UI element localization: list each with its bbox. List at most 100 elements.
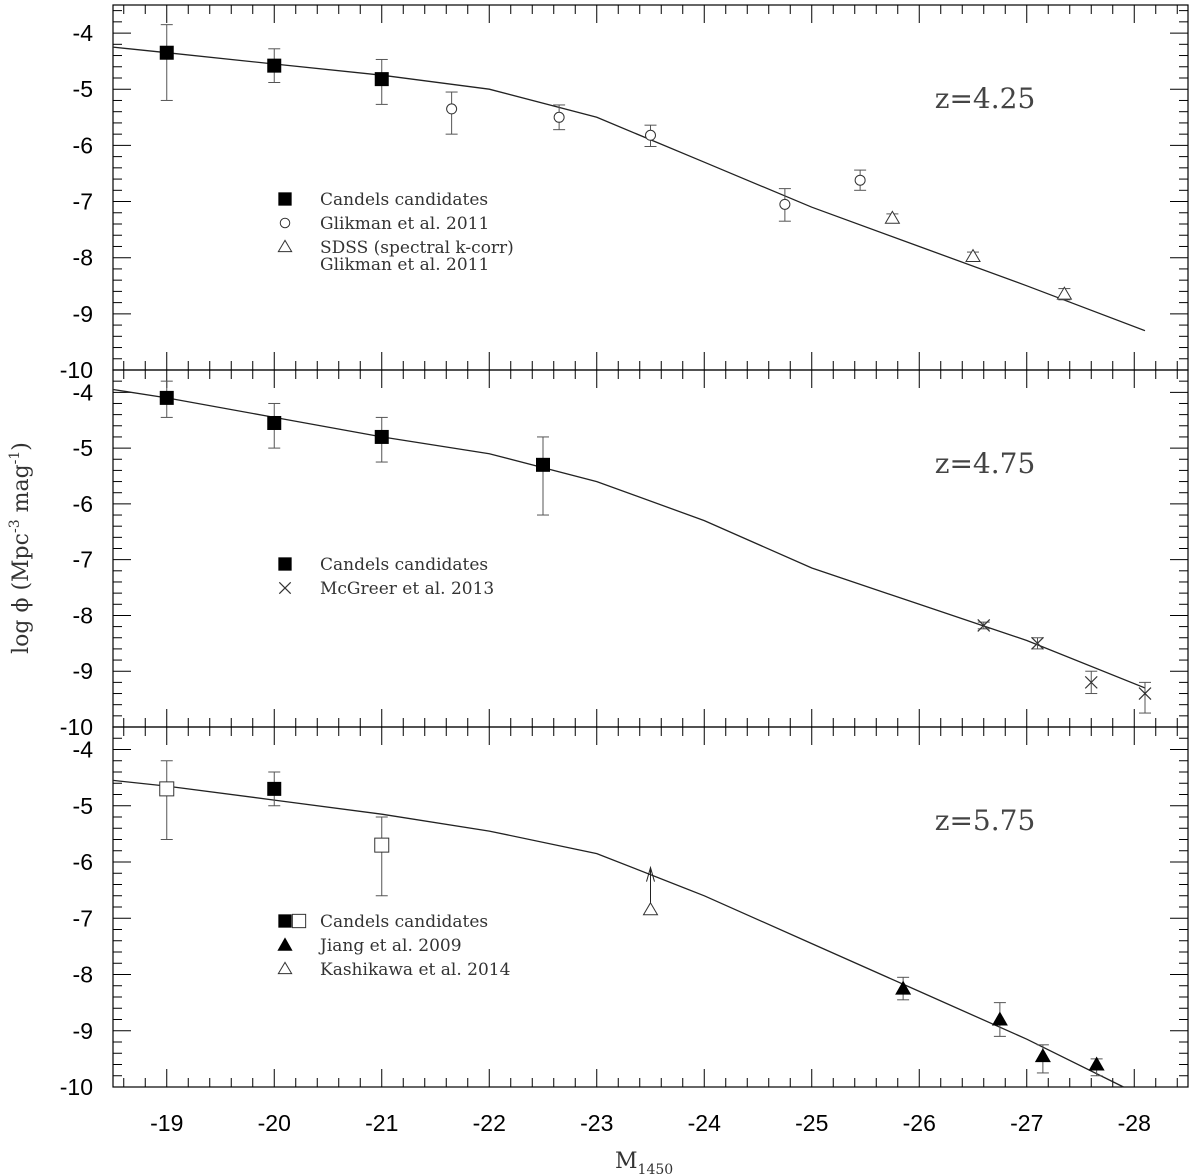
x-tick-label: -21 xyxy=(365,1110,398,1136)
marker-square-filled xyxy=(374,429,389,444)
marker-square-filled xyxy=(267,58,282,73)
legend-entry: Kashikawa et al. 2014 xyxy=(277,960,510,980)
series-4 xyxy=(642,865,659,916)
data-point xyxy=(159,24,174,101)
marker-cross-stroke xyxy=(1084,675,1098,689)
y-tick-label: -8 xyxy=(73,602,93,628)
marker-square-filled xyxy=(536,457,550,472)
series-3 xyxy=(884,210,1073,301)
y-tick-label: -7 xyxy=(73,189,93,215)
y-axis-label-main: log ϕ (Mpc xyxy=(9,533,34,654)
marker-cross-stroke xyxy=(1031,636,1044,650)
y-tick-label: -5 xyxy=(73,76,93,102)
marker-circle-open xyxy=(645,129,656,141)
y-tick-label: -6 xyxy=(73,132,93,158)
data-point xyxy=(374,416,389,463)
legend-entry: SDSS (spectral k-corr)Glikman et al. 201… xyxy=(277,238,514,275)
marker-square-open xyxy=(159,781,175,797)
x-axis-label-subscript: 1450 xyxy=(638,1162,674,1176)
model-curve xyxy=(112,779,1124,1088)
data-point xyxy=(644,124,657,148)
data-point xyxy=(991,1002,1008,1037)
legend-label: Candels candidates xyxy=(320,190,488,210)
data-point xyxy=(895,976,912,1001)
marker-square-open xyxy=(291,913,307,929)
y-axis-label-exp1: -3 xyxy=(7,519,23,533)
model-curve xyxy=(112,388,1146,689)
legend-entry: McGreer et al. 2013 xyxy=(278,579,494,599)
series-2 xyxy=(445,91,867,222)
marker-square-filled xyxy=(278,914,292,928)
legend-label: Jiang et al. 2009 xyxy=(318,936,462,956)
legend: Candels candidates Jiang et al. 2009 Kashi… xyxy=(277,912,510,980)
series-1 xyxy=(159,24,389,105)
marker-circle-open xyxy=(279,217,291,229)
marker-cross xyxy=(1084,675,1098,689)
data-point xyxy=(536,436,550,516)
series-2 xyxy=(159,760,390,897)
marker-circle-open xyxy=(446,103,458,115)
marker-square-filled xyxy=(159,390,174,405)
legend-entry: Glikman et al. 2011 xyxy=(279,214,489,234)
legend-entry: Candels candidates xyxy=(278,555,488,575)
marker-square-filled xyxy=(374,72,389,87)
data-point xyxy=(1031,636,1044,650)
marker-cross xyxy=(1138,687,1152,700)
marker-triangle-filled xyxy=(277,937,293,951)
data-point xyxy=(1034,1044,1051,1074)
x-tick-label: -23 xyxy=(580,1110,613,1136)
data-point xyxy=(1138,681,1152,714)
series-1 xyxy=(267,771,282,807)
lower-limit-arrow-head xyxy=(646,865,655,882)
panels-group: -4 -5 -6 -7 -8 -9 -10 z=4.25 Candels candidates G… xyxy=(60,4,1189,1100)
legend-entry: Jiang et al. 2009 xyxy=(277,936,462,956)
svg-text:log ϕ (Mpc-3 mag-1): log ϕ (Mpc-3 mag-1) xyxy=(7,442,34,654)
data-point xyxy=(977,619,991,632)
legend-label: SDSS (spectral k-corr) xyxy=(320,238,514,258)
y-axis-label-mid: mag xyxy=(9,464,34,519)
data-point xyxy=(1084,670,1098,695)
marker-triangle-open xyxy=(1056,286,1073,300)
y-tick-label: -4 xyxy=(73,737,94,763)
legend-entry: Candels candidates xyxy=(278,190,488,210)
y-tick-label: -9 xyxy=(73,301,93,327)
data-point xyxy=(159,760,175,840)
marker-square-filled xyxy=(278,557,292,571)
legend: Candels candidates Glikman et al. 2011 SDS… xyxy=(277,190,514,275)
series-3 xyxy=(895,976,1105,1077)
x-tick-label: -20 xyxy=(258,1110,291,1136)
legend-label: Candels candidates xyxy=(320,912,488,932)
x-tick-label: -28 xyxy=(1118,1110,1151,1136)
data-point xyxy=(445,91,458,135)
y-tick-label: -7 xyxy=(73,547,93,573)
y-tick-label: -7 xyxy=(73,905,93,931)
series-2 xyxy=(977,619,1152,714)
y-tick-label: -5 xyxy=(73,435,93,461)
series-1 xyxy=(159,380,550,516)
data-point xyxy=(884,210,901,224)
marker-triangle-filled xyxy=(991,1011,1008,1026)
x-tick-labels: -19 -20 -21 -22 -23 -24 -25 -26 -27 -28 xyxy=(150,1110,1151,1136)
legend-label: Candels candidates xyxy=(320,555,488,575)
data-point xyxy=(374,816,390,897)
marker-triangle-filled xyxy=(1034,1048,1051,1063)
x-tick-label: -22 xyxy=(473,1110,506,1136)
marker-circle-open xyxy=(553,111,565,123)
redshift-annotation: z=4.75 xyxy=(935,447,1036,480)
y-tick-label: -4 xyxy=(73,20,94,46)
redshift-annotation: z=5.75 xyxy=(935,804,1036,837)
marker-square-filled xyxy=(267,415,282,430)
data-point xyxy=(642,865,659,916)
legend-entry: Candels candidates xyxy=(278,912,488,932)
panel-3: -4 -5 -6 -7 -8 -9 -10 z=5.75 Candels candidates J… xyxy=(60,726,1189,1100)
x-tick-label: -25 xyxy=(795,1110,828,1136)
y-tick-label: -8 xyxy=(73,962,93,988)
x-tick-label: -24 xyxy=(688,1110,721,1136)
marker-square-filled xyxy=(267,781,282,796)
data-point xyxy=(267,48,282,83)
y-tick-label: -9 xyxy=(73,1018,93,1044)
x-tick-label: -26 xyxy=(903,1110,936,1136)
data-point xyxy=(1056,286,1073,301)
marker-cross-stroke xyxy=(278,581,292,595)
